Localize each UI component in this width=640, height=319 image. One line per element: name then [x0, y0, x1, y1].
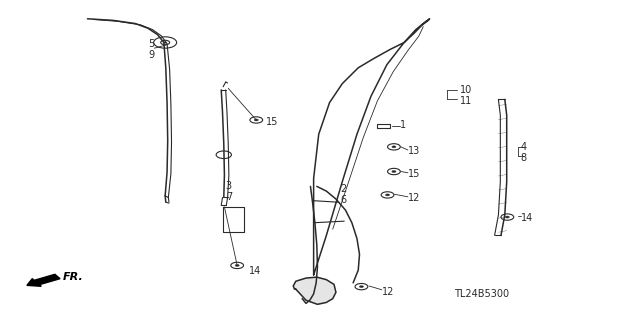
Text: 6: 6: [340, 195, 346, 205]
Circle shape: [254, 119, 259, 121]
Text: 14: 14: [521, 213, 533, 223]
Polygon shape: [293, 277, 336, 304]
Circle shape: [506, 216, 509, 218]
Text: 12: 12: [382, 287, 394, 297]
Text: 8: 8: [521, 153, 527, 163]
Circle shape: [164, 42, 166, 43]
Text: 4: 4: [521, 142, 527, 152]
Text: 7: 7: [226, 192, 232, 203]
FancyArrow shape: [27, 274, 60, 286]
Circle shape: [360, 286, 364, 288]
Text: 2: 2: [340, 184, 347, 194]
Text: 13: 13: [408, 146, 420, 156]
Text: 9: 9: [148, 50, 154, 60]
FancyBboxPatch shape: [378, 124, 390, 128]
Circle shape: [385, 194, 390, 196]
Text: TL24B5300: TL24B5300: [454, 289, 509, 299]
Circle shape: [392, 170, 396, 173]
Text: FR.: FR.: [63, 272, 84, 282]
Text: 1: 1: [399, 120, 406, 130]
Circle shape: [235, 264, 239, 266]
Text: 3: 3: [226, 182, 232, 191]
Text: 15: 15: [266, 117, 278, 127]
Text: 10: 10: [460, 85, 472, 95]
Text: 15: 15: [408, 169, 420, 179]
Text: 12: 12: [408, 193, 420, 203]
Circle shape: [392, 146, 396, 148]
Text: 5: 5: [148, 39, 154, 49]
Text: 14: 14: [248, 266, 261, 276]
Text: 11: 11: [460, 96, 472, 106]
